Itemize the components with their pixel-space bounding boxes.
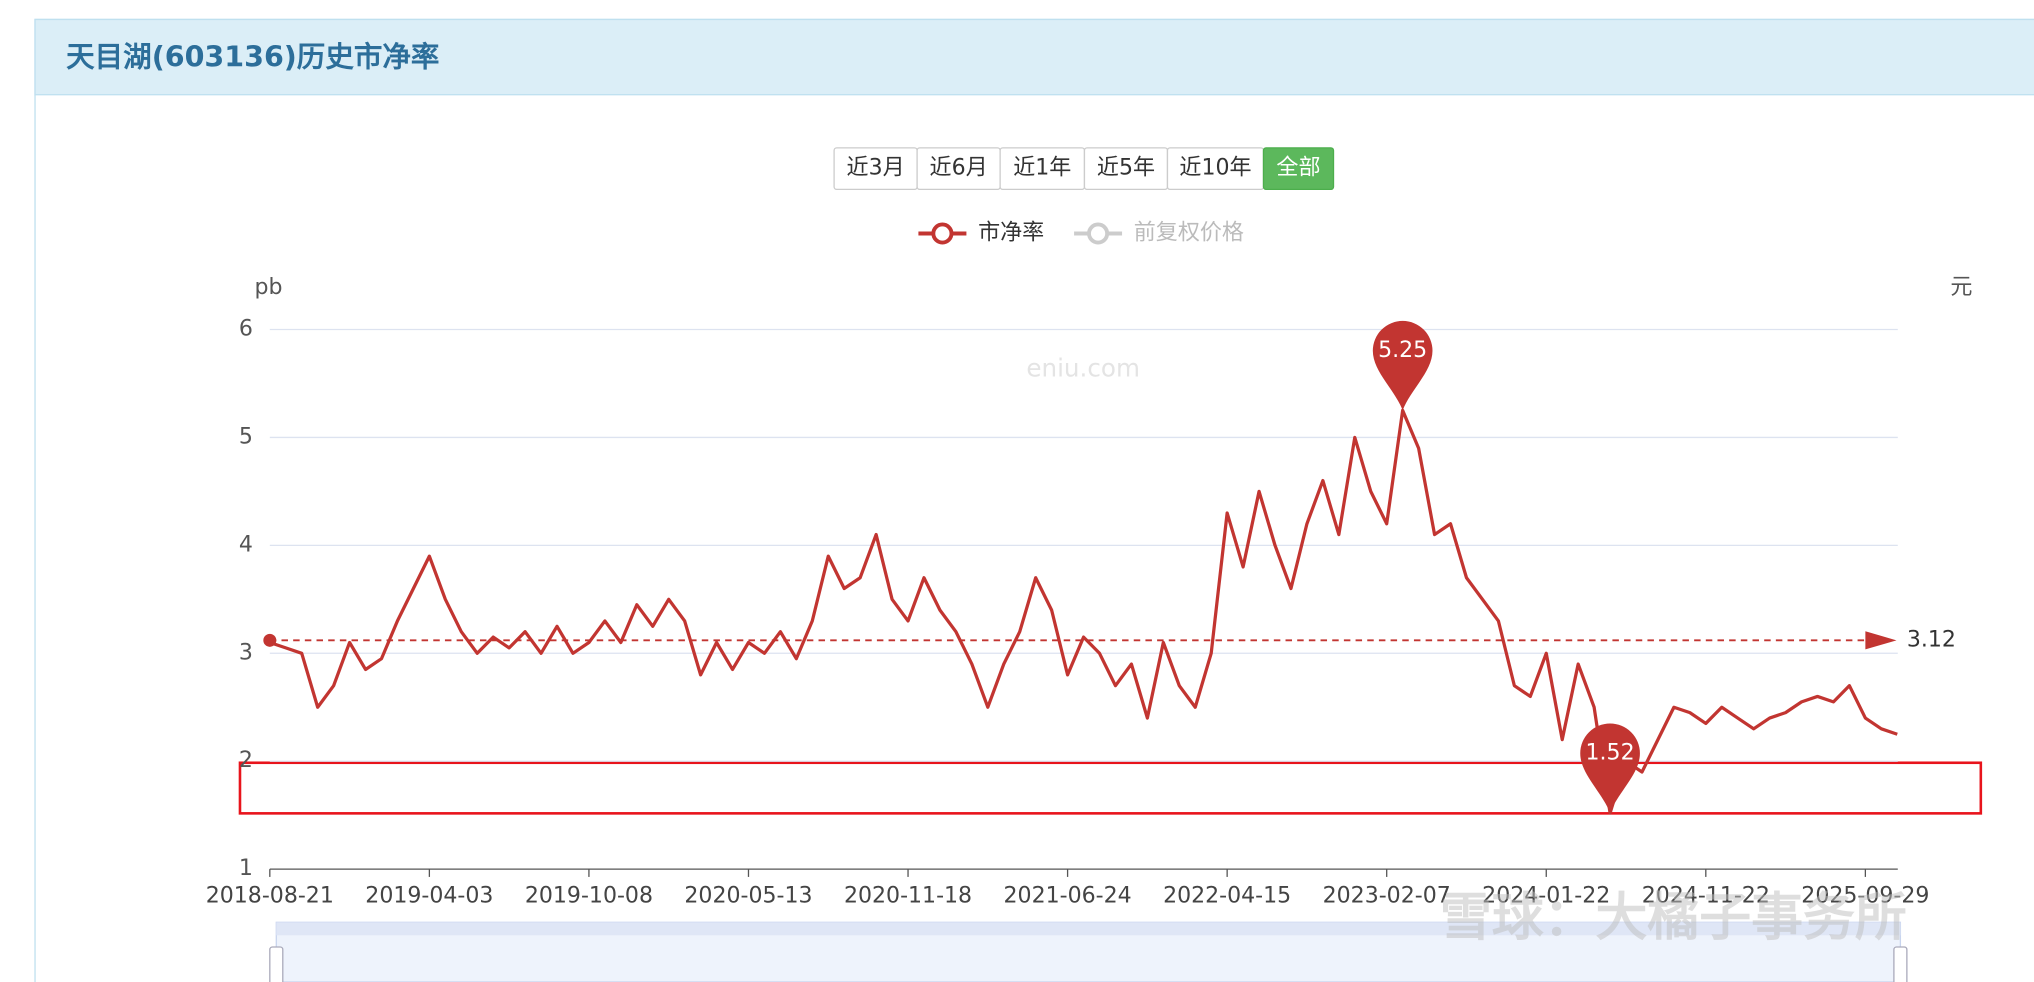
x-tick-label: 2019-04-03	[365, 883, 493, 908]
legend-icon-circle[interactable]	[931, 222, 954, 245]
min-pin-label: 1.52	[1586, 740, 1635, 765]
panel-title: 天目湖(603136)历史市净率	[66, 40, 439, 73]
legend-label[interactable]: 市净率	[978, 221, 1044, 246]
x-tick-label: 2023-02-07	[1323, 883, 1451, 908]
range-button-label[interactable]: 近6月	[930, 156, 988, 181]
range-button-label[interactable]: 近10年	[1179, 156, 1251, 181]
y-tick-label: 4	[239, 532, 253, 557]
legend-icon-circle[interactable]	[1087, 222, 1110, 245]
y-tick-label: 6	[239, 316, 253, 341]
max-pin-label: 5.25	[1378, 338, 1427, 363]
max-pin	[1372, 320, 1433, 411]
x-tick-label: 2020-05-13	[684, 883, 812, 908]
data-zoom-handle-bar[interactable]	[276, 922, 1901, 936]
x-tick-label: 2025-09-29	[1801, 883, 1929, 908]
range-button[interactable]	[1262, 147, 1335, 191]
range-button-label[interactable]: 全部	[1276, 156, 1320, 181]
watermark: eniu.com	[1026, 354, 1140, 383]
average-arrow	[1865, 631, 1897, 650]
x-tick-label: 2022-04-15	[1163, 883, 1291, 908]
y-tick-label: 2	[239, 748, 253, 773]
y2-axis-name: 元	[1950, 275, 1972, 300]
x-tick-label: 2020-11-18	[844, 883, 972, 908]
x-tick-label: 2018-08-21	[206, 883, 334, 908]
data-zoom-handle[interactable]	[1893, 946, 1908, 982]
min-pin	[1580, 723, 1640, 814]
range-button-label[interactable]: 近3月	[847, 156, 905, 181]
highlight-box	[238, 761, 1983, 815]
range-button-label[interactable]: 近5年	[1097, 156, 1155, 181]
x-tick-label: 2024-01-22	[1482, 883, 1610, 908]
average-start	[263, 633, 277, 647]
watermark: 雪球：大橘子事务所	[1440, 888, 1907, 948]
x-tick-label: 2019-10-08	[525, 883, 653, 908]
y-axis-name: pb	[255, 275, 283, 300]
range-button-label[interactable]: 近1年	[1013, 156, 1071, 181]
x-tick-label: 2024-11-22	[1642, 883, 1770, 908]
y-tick-label: 3	[239, 640, 253, 665]
average-label: 3.12	[1907, 627, 1956, 652]
y-tick-label: 1	[239, 856, 253, 881]
legend-label[interactable]: 前复权价格	[1134, 221, 1244, 246]
y-tick-label: 5	[239, 424, 253, 449]
x-tick-label: 2021-06-24	[1004, 883, 1132, 908]
data-zoom-handle[interactable]	[269, 946, 284, 982]
panel-header	[34, 18, 2034, 96]
